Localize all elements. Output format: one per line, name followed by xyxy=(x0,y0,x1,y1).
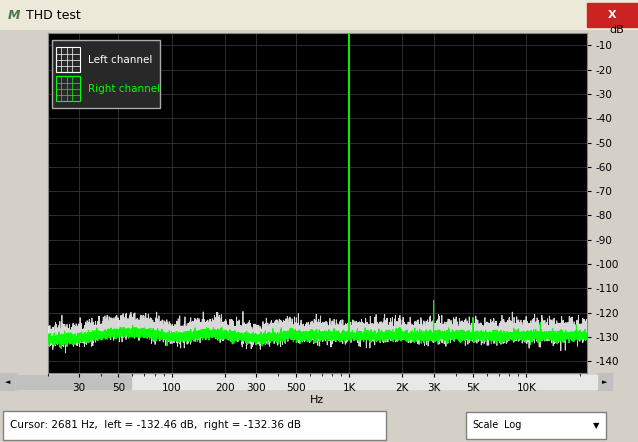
Text: Scale: Scale xyxy=(472,420,498,431)
Text: X: X xyxy=(608,10,617,20)
Bar xyxy=(0,373,16,391)
Bar xyxy=(52,40,160,108)
Text: THD test: THD test xyxy=(26,8,80,22)
Bar xyxy=(56,76,80,101)
Text: ▼: ▼ xyxy=(593,421,600,430)
X-axis label: Hz: Hz xyxy=(310,395,325,405)
Text: ◄: ◄ xyxy=(5,379,10,385)
Text: ►: ► xyxy=(602,379,607,385)
Y-axis label: dB: dB xyxy=(609,25,624,34)
Text: Log: Log xyxy=(504,420,521,431)
FancyBboxPatch shape xyxy=(3,411,386,440)
Text: Cursor: 2681 Hz,  left = -132.46 dB,  right = -132.36 dB: Cursor: 2681 Hz, left = -132.46 dB, righ… xyxy=(10,420,300,431)
Text: M: M xyxy=(8,8,20,22)
Bar xyxy=(597,373,612,391)
Text: Left channel: Left channel xyxy=(88,55,152,65)
Bar xyxy=(56,47,80,72)
Bar xyxy=(587,3,638,27)
Text: Right channel: Right channel xyxy=(88,84,160,94)
Bar xyxy=(16,375,131,389)
Bar xyxy=(16,375,597,389)
FancyBboxPatch shape xyxy=(466,412,606,438)
